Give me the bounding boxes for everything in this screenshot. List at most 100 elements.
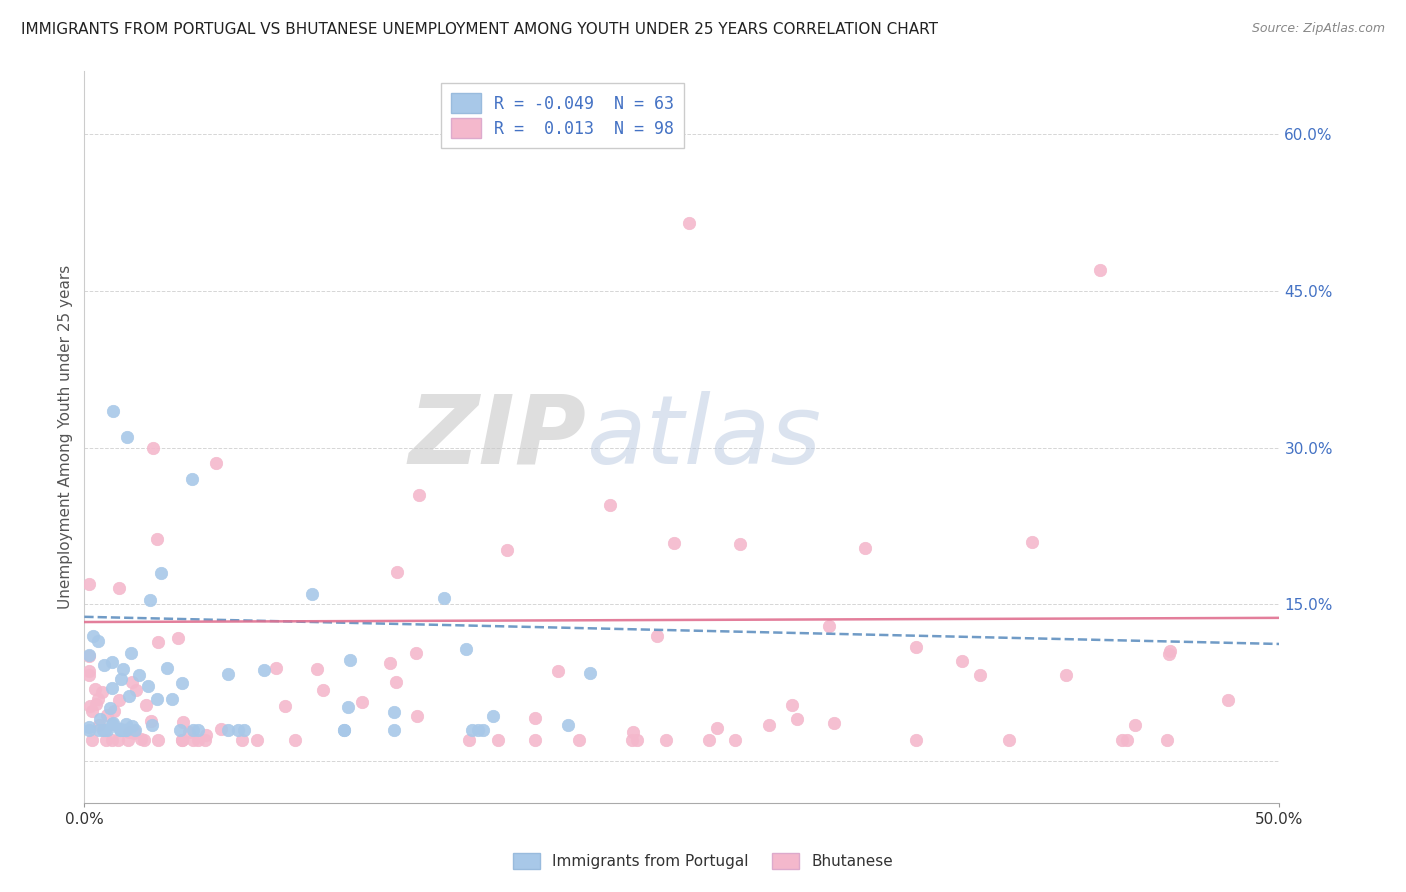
Point — [101, 733, 124, 747]
Point — [121, 718, 143, 732]
Point — [853, 541, 876, 555]
Point — [697, 733, 720, 747]
Point — [156, 661, 179, 675]
Point — [141, 718, 163, 732]
Point — [557, 718, 579, 732]
Point — [115, 717, 138, 731]
Point — [1090, 263, 1112, 277]
Point — [621, 725, 644, 739]
Point — [89, 712, 111, 726]
Point — [124, 723, 146, 737]
Point — [1159, 648, 1181, 662]
Point — [209, 722, 232, 736]
Point — [96, 723, 118, 737]
Point — [626, 733, 648, 747]
Point — [385, 565, 408, 579]
Point — [114, 723, 136, 737]
Point — [780, 698, 803, 712]
Point — [101, 655, 124, 669]
Point — [108, 693, 131, 707]
Point — [138, 679, 160, 693]
Point — [461, 723, 484, 737]
Point — [655, 733, 678, 747]
Text: ZIP: ZIP — [408, 391, 586, 483]
Point — [382, 723, 405, 737]
Point — [122, 724, 145, 739]
Point — [1123, 718, 1146, 732]
Point — [148, 733, 170, 747]
Point — [818, 619, 841, 633]
Point — [217, 667, 239, 681]
Point — [728, 537, 751, 551]
Point — [77, 649, 100, 664]
Point — [100, 701, 122, 715]
Point — [568, 733, 591, 747]
Point — [678, 216, 700, 230]
Point — [77, 648, 100, 662]
Point — [77, 576, 100, 591]
Point — [82, 733, 104, 747]
Point — [579, 666, 602, 681]
Point — [1111, 733, 1133, 747]
Point — [94, 733, 117, 747]
Point — [125, 682, 148, 697]
Point — [93, 723, 115, 737]
Point — [77, 668, 100, 682]
Point — [150, 566, 173, 580]
Point — [382, 705, 405, 719]
Point — [246, 733, 269, 747]
Point — [79, 698, 101, 713]
Point — [101, 717, 124, 731]
Point — [77, 664, 100, 678]
Point — [169, 723, 191, 737]
Point — [333, 723, 356, 737]
Point — [952, 654, 974, 668]
Point — [1054, 668, 1077, 682]
Y-axis label: Unemployment Among Youth under 25 years: Unemployment Among Youth under 25 years — [58, 265, 73, 609]
Point — [84, 681, 107, 696]
Point — [1115, 733, 1137, 747]
Point — [231, 733, 253, 747]
Point — [252, 663, 274, 677]
Point — [93, 657, 115, 672]
Point — [1159, 643, 1181, 657]
Point — [96, 708, 118, 723]
Point — [107, 733, 129, 747]
Point — [523, 711, 546, 725]
Point — [87, 634, 110, 648]
Point — [406, 709, 429, 723]
Point — [706, 721, 728, 735]
Point — [662, 536, 685, 550]
Point — [904, 640, 927, 654]
Point — [146, 635, 169, 649]
Point — [91, 723, 114, 737]
Point — [467, 723, 489, 737]
Point — [405, 646, 427, 660]
Point — [266, 660, 288, 674]
Point — [120, 646, 142, 660]
Point — [378, 657, 401, 671]
Point — [145, 532, 167, 546]
Point — [114, 723, 136, 737]
Point — [408, 487, 430, 501]
Point — [486, 733, 509, 747]
Point — [274, 698, 297, 713]
Point — [495, 542, 517, 557]
Point — [723, 733, 745, 747]
Point — [166, 631, 188, 645]
Text: atlas: atlas — [586, 391, 821, 483]
Point — [122, 725, 145, 739]
Point — [284, 733, 307, 747]
Point — [135, 698, 157, 712]
Point — [969, 667, 991, 681]
Point — [112, 662, 135, 676]
Point — [145, 692, 167, 706]
Point — [312, 682, 335, 697]
Point — [1218, 692, 1240, 706]
Point — [905, 733, 928, 747]
Point — [139, 714, 162, 728]
Point — [77, 723, 100, 737]
Point — [108, 582, 131, 596]
Point — [170, 733, 193, 747]
Point — [336, 700, 359, 714]
